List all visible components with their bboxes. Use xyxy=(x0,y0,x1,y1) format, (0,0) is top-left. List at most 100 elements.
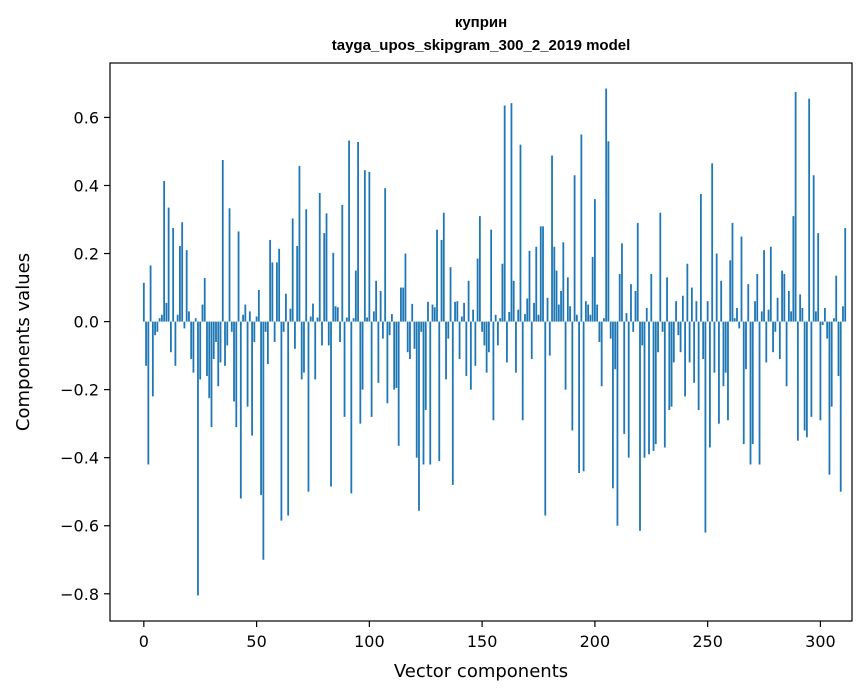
bar xyxy=(625,313,628,322)
y-tick-label: −0.8 xyxy=(60,585,99,604)
bar xyxy=(842,306,844,322)
x-tick-label: 150 xyxy=(467,632,498,651)
bar xyxy=(224,321,226,366)
bar xyxy=(512,280,515,322)
bar xyxy=(463,302,465,322)
bar xyxy=(169,321,172,353)
bar xyxy=(433,307,436,322)
bar xyxy=(413,321,416,349)
bar xyxy=(427,301,429,322)
bar xyxy=(542,226,544,322)
bar xyxy=(165,302,168,322)
bar xyxy=(598,321,601,342)
bar xyxy=(492,321,495,421)
bar xyxy=(557,304,560,322)
bar xyxy=(587,304,590,322)
bar xyxy=(704,321,707,533)
bar xyxy=(163,181,166,322)
bar xyxy=(260,321,262,496)
bar xyxy=(720,280,723,322)
bar xyxy=(776,297,779,322)
bar xyxy=(406,321,409,353)
bar xyxy=(528,250,531,322)
bar xyxy=(503,105,506,322)
bar xyxy=(379,290,382,322)
bar xyxy=(530,321,533,360)
bar xyxy=(386,321,389,404)
x-tick-label: 200 xyxy=(580,632,611,651)
bar xyxy=(436,229,438,322)
bar xyxy=(575,314,578,322)
bar xyxy=(736,307,738,322)
bar xyxy=(420,321,423,332)
bar xyxy=(603,318,605,322)
bar xyxy=(478,216,481,322)
bar xyxy=(490,229,493,322)
bar xyxy=(330,321,332,487)
y-tick-label: 0.4 xyxy=(74,176,99,195)
bar xyxy=(621,243,623,322)
bar xyxy=(366,317,368,322)
bar xyxy=(255,316,258,322)
bar xyxy=(742,321,745,445)
bar xyxy=(203,278,206,322)
bar xyxy=(368,171,371,322)
bar xyxy=(431,304,434,322)
bar xyxy=(325,213,328,322)
bar xyxy=(702,321,705,360)
bar xyxy=(244,304,247,322)
bar xyxy=(517,309,520,322)
bar xyxy=(652,321,655,451)
bar xyxy=(639,321,641,531)
bar xyxy=(821,321,824,325)
bar xyxy=(654,321,657,445)
bar xyxy=(709,321,711,448)
bar xyxy=(395,321,398,388)
bar xyxy=(733,318,736,322)
bar xyxy=(145,321,147,366)
bar xyxy=(519,144,522,322)
bar xyxy=(799,294,802,322)
bar xyxy=(197,321,199,596)
bar xyxy=(447,321,450,339)
bar xyxy=(336,307,339,322)
bar xyxy=(239,321,242,499)
bar xyxy=(442,212,445,322)
bar xyxy=(201,304,204,322)
bar xyxy=(185,250,188,322)
bar xyxy=(458,321,461,360)
bar xyxy=(257,289,260,322)
bar xyxy=(650,273,653,322)
bar xyxy=(497,321,499,346)
bar xyxy=(548,321,551,356)
bar xyxy=(397,321,400,446)
bar xyxy=(605,88,608,322)
bar xyxy=(596,304,599,322)
bar xyxy=(844,228,847,322)
bar xyxy=(314,321,317,380)
chart-subtitle: tayga_upos_skipgram_300_2_2019 model xyxy=(332,37,631,54)
bar xyxy=(731,222,734,322)
bar xyxy=(616,321,619,526)
bar xyxy=(303,321,305,373)
bar xyxy=(634,290,637,322)
bar xyxy=(199,321,202,380)
bar xyxy=(291,218,294,322)
bar xyxy=(424,321,427,411)
bar xyxy=(551,155,553,322)
bar xyxy=(230,321,233,332)
bar xyxy=(580,134,583,322)
bar xyxy=(332,252,335,322)
bar xyxy=(375,280,378,322)
bar xyxy=(300,321,303,380)
bar xyxy=(623,321,626,434)
bar xyxy=(833,318,835,322)
bar xyxy=(778,321,781,360)
bar xyxy=(760,311,763,322)
bar xyxy=(630,284,632,322)
bar xyxy=(614,321,617,370)
bar xyxy=(318,192,321,322)
bar xyxy=(289,308,292,322)
bar xyxy=(345,317,348,322)
bar xyxy=(690,287,693,322)
